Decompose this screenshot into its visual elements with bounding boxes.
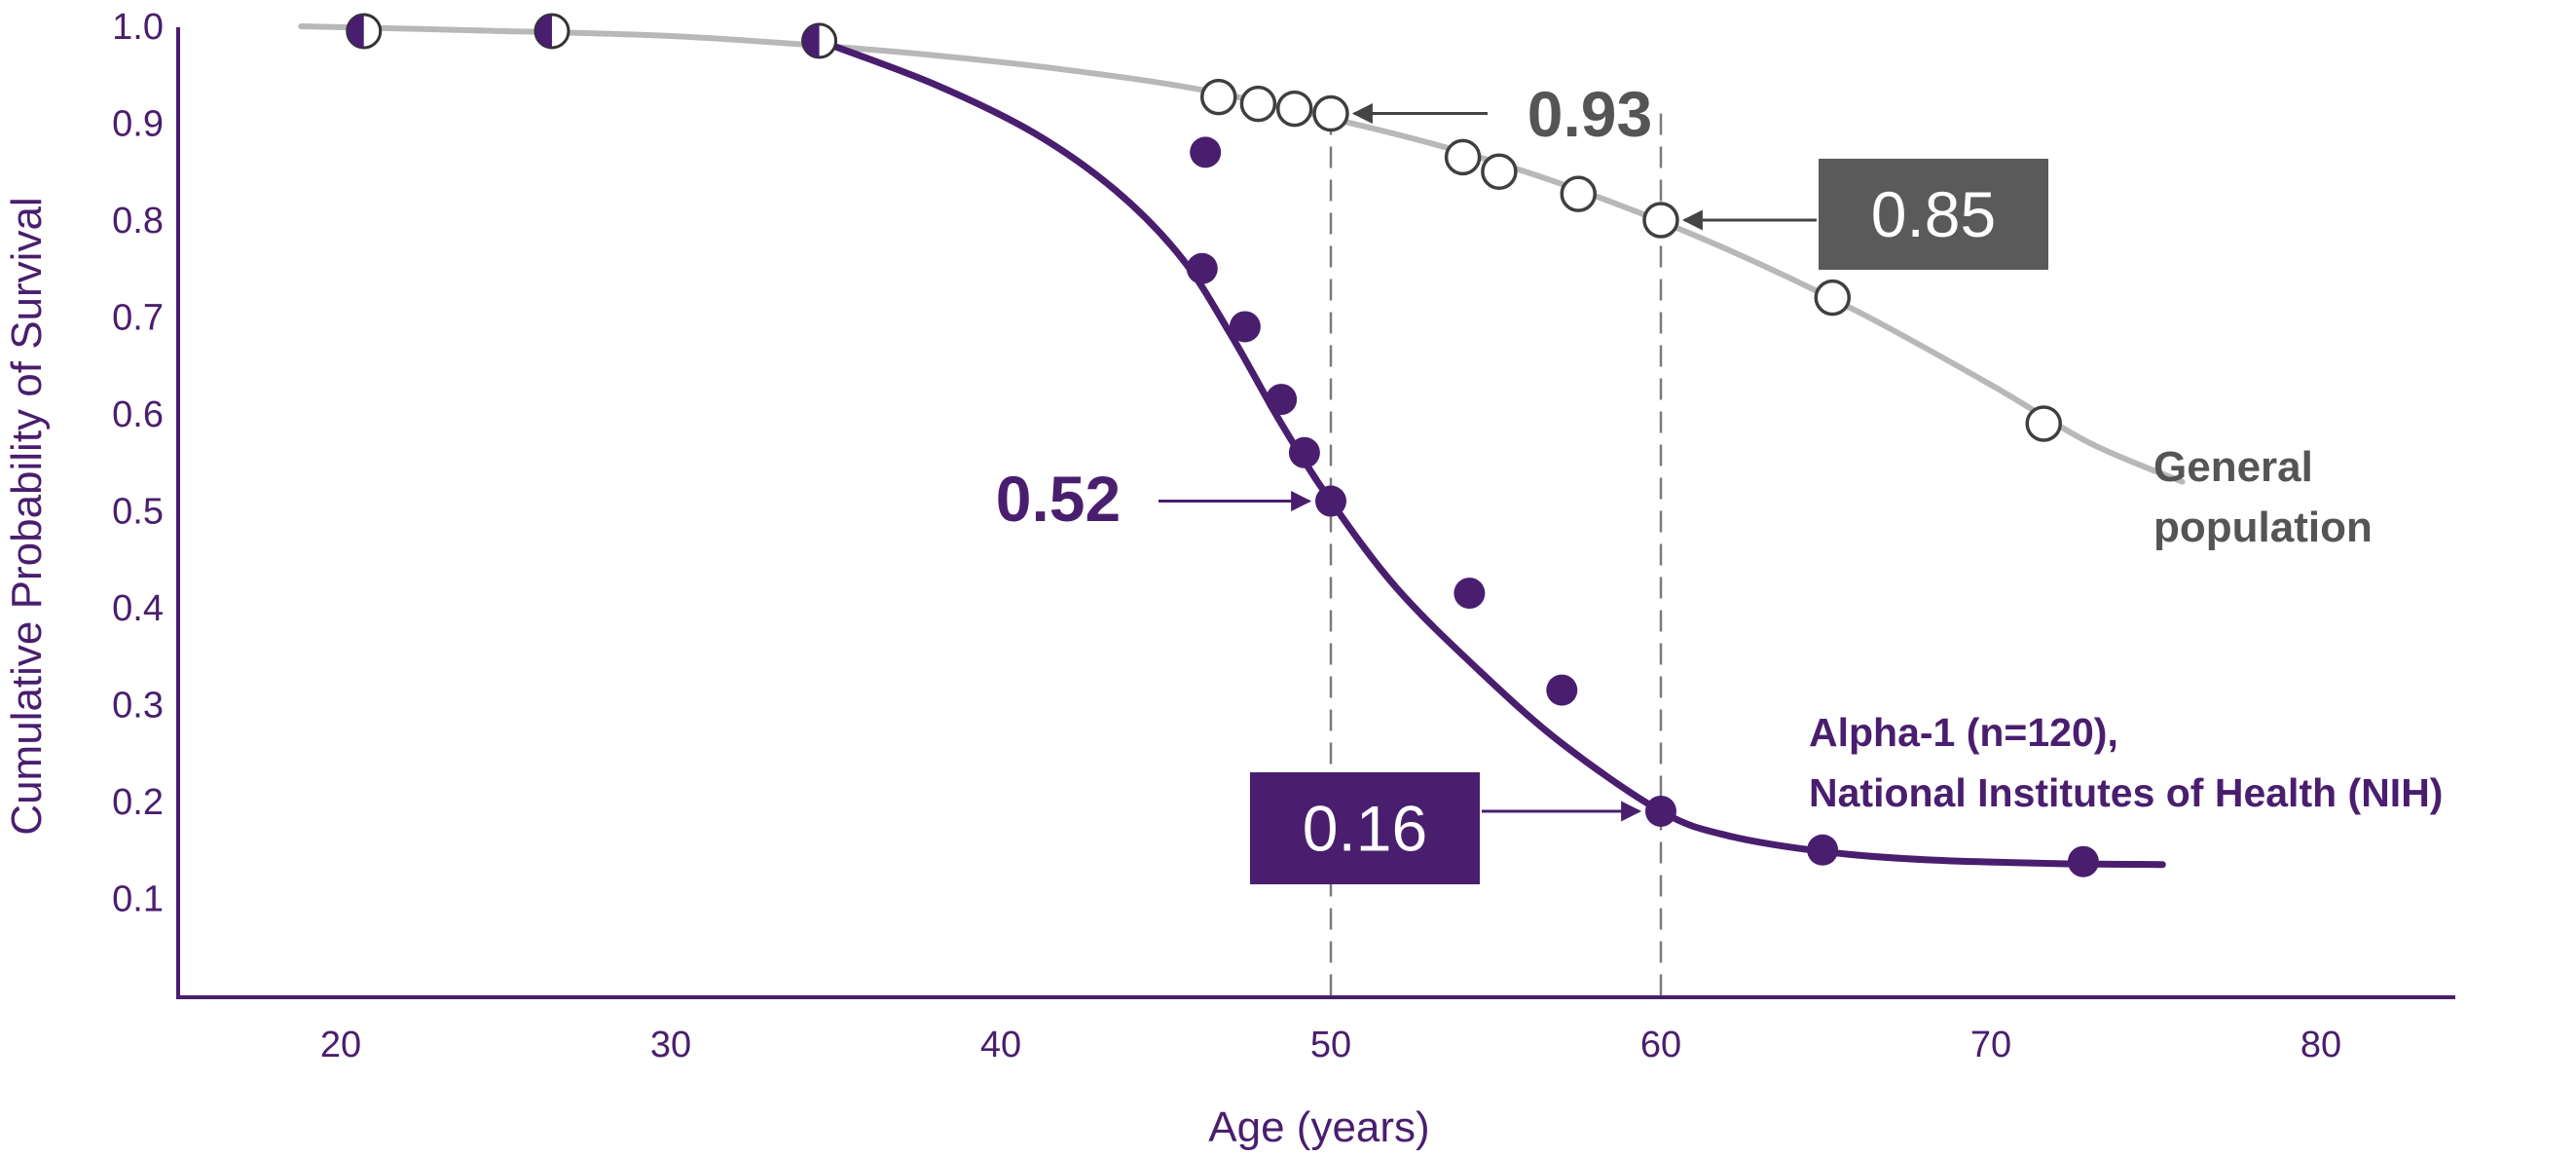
shared-point-fill — [347, 14, 364, 48]
value-callouts: 0.93 0.85 0.52 0.16 — [996, 78, 2048, 884]
x-tick-label: 60 — [1640, 1025, 1681, 1065]
callout-value: 0.93 — [1527, 78, 1652, 150]
general-population-point — [1481, 153, 1518, 190]
y-tick-label: 0.5 — [112, 492, 164, 533]
alpha1-point — [1315, 485, 1346, 517]
general-population-label: population — [2153, 504, 2373, 551]
general-population-label: General — [2153, 443, 2313, 491]
shared-point-fill — [802, 23, 820, 57]
callout-value: 0.52 — [996, 463, 1121, 535]
y-tick-label: 0.2 — [112, 782, 164, 823]
alpha1-point — [1288, 436, 1320, 468]
general-population-point — [1814, 279, 1852, 317]
y-tick-label: 1.0 — [112, 7, 164, 48]
x-tick-label: 50 — [1310, 1025, 1351, 1065]
general-population-point — [1239, 85, 1277, 123]
shared-point — [534, 13, 570, 50]
general-population-point — [1560, 175, 1597, 212]
y-tick-label: 0.9 — [112, 104, 164, 145]
axes — [176, 27, 2455, 999]
y-axis-title: Cumulative Probability of Survival — [3, 197, 51, 835]
y-tick-label: 0.7 — [112, 298, 164, 339]
general-population-point — [1444, 138, 1482, 176]
alpha1-curve — [816, 37, 2166, 869]
alpha1-point — [1645, 795, 1676, 827]
alpha1-point — [1266, 384, 1298, 416]
y-tick-label: 0.1 — [112, 879, 164, 920]
x-axis-title: Age (years) — [1208, 1103, 1429, 1151]
general-population-point — [1642, 202, 1679, 239]
alpha1-point — [1190, 136, 1222, 168]
alpha1-point — [1186, 252, 1218, 284]
alpha1-point — [1454, 578, 1486, 610]
series-labels: General population Alpha-1 (n=120), Nationa… — [1809, 443, 2443, 815]
callout-box — [1819, 159, 2048, 270]
y-tick-labels: 0.1 0.2 0.3 0.4 0.5 0.6 0.7 0.8 0.9 1.0 — [112, 7, 164, 920]
x-tick-label: 40 — [980, 1025, 1021, 1065]
callout-box — [1250, 772, 1480, 884]
general-population-point — [1199, 78, 1237, 116]
x-tick-label: 70 — [1970, 1025, 2011, 1065]
x-tick-label: 20 — [320, 1025, 361, 1065]
y-tick-label: 0.8 — [112, 201, 164, 242]
general-population-point — [1275, 90, 1313, 128]
shared-point-fill — [534, 14, 552, 48]
shared-point — [801, 22, 838, 59]
alpha1-label: National Institutes of Health (NIH) — [1809, 770, 2443, 815]
callout-value: 0.85 — [1871, 178, 1996, 250]
y-tick-label: 0.4 — [112, 588, 164, 629]
data-points — [346, 13, 2099, 877]
alpha1-point — [1229, 311, 1261, 343]
general-population-point — [1312, 94, 1349, 132]
alpha1-point — [2067, 845, 2099, 877]
y-tick-label: 0.3 — [112, 686, 164, 727]
y-tick-label: 0.6 — [112, 394, 164, 435]
alpha1-point — [1546, 674, 1578, 706]
alpha1-label: Alpha-1 (n=120), — [1809, 710, 2118, 755]
x-tick-label: 80 — [2300, 1025, 2341, 1065]
x-tick-label: 30 — [650, 1025, 691, 1065]
shared-point — [346, 13, 383, 50]
alpha1-point — [1807, 834, 1839, 866]
callout-value: 0.16 — [1303, 793, 1427, 865]
x-tick-labels: 20 30 40 50 60 70 80 — [320, 1025, 2341, 1065]
general-population-point — [2025, 405, 2062, 442]
